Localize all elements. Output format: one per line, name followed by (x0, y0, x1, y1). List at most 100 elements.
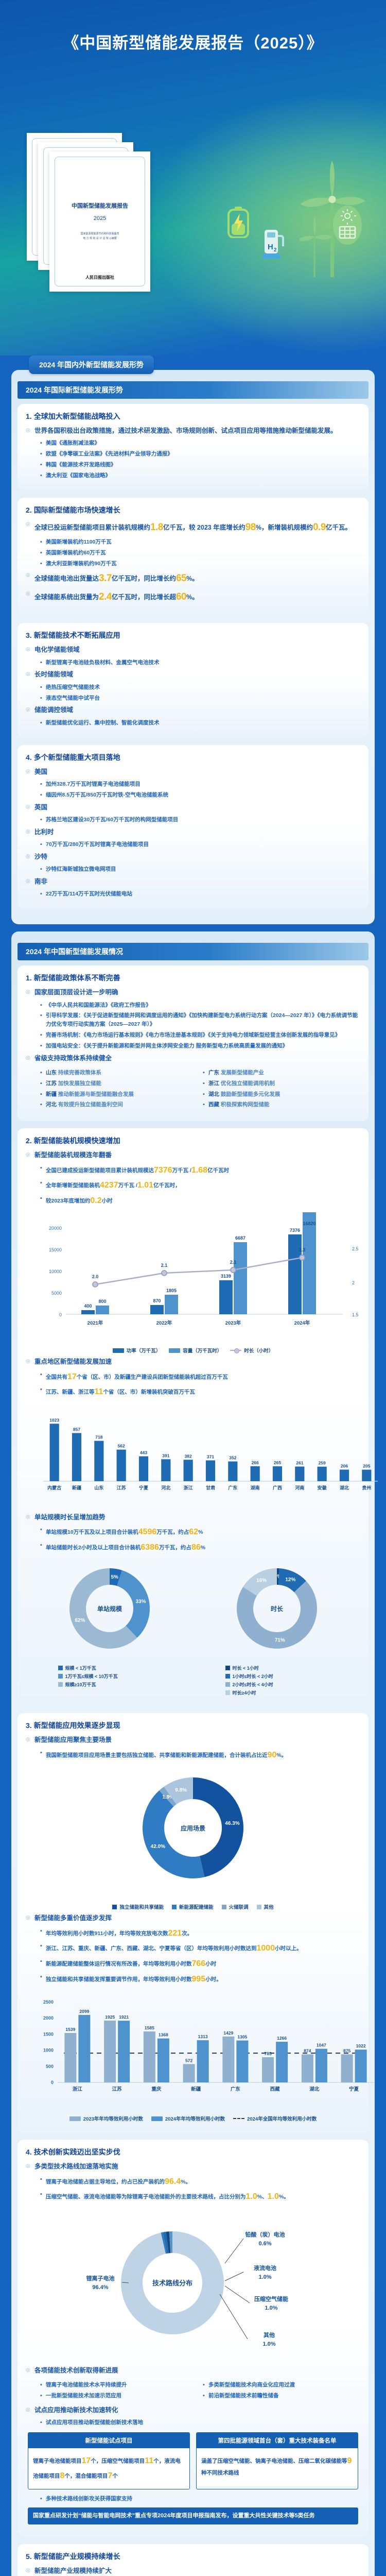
stat-value: 90 (267, 1750, 277, 1759)
legend-item: 2023年年均等效利用小时数 (69, 2115, 143, 2122)
sub-bullet-list: ▪ 全国共有17个省（区、市）及新疆生产建设兵团新型储能装机超过百万千瓦 ▪ 江苏、… (40, 1370, 360, 1399)
svg-text:1.0%: 1.0% (265, 2305, 277, 2311)
svg-text:1585: 1585 (145, 2025, 154, 2030)
svg-text:贵州: 贵州 (362, 1485, 371, 1490)
card-heading: 新型储能应用效果逐步显现 (33, 1721, 120, 1730)
table-major-equipment: 第四批能源领域首台（套）重大技术装备名单 涵盖了压缩空气储能、钠离子电池储能、压… (196, 2432, 358, 2490)
square-bullet-icon: ▪ (203, 1069, 205, 1076)
square-bullet-icon: ▪ (40, 560, 42, 567)
square-bullet-icon: ▪ (40, 2176, 42, 2182)
svg-text:1539: 1539 (65, 2027, 75, 2032)
list-item: ▪ 一批新型储能技术加速示范应用 (40, 2392, 121, 2399)
svg-text:技术路线分布: 技术路线分布 (152, 2279, 192, 2287)
square-bullet-icon: ▪ (40, 549, 42, 556)
donut-legend-scale: 规模 < 1万千瓦 1万千瓦≤规模 < 10万千瓦 规模≥10万千瓦 (58, 1665, 161, 1688)
square-bullet-icon: ▪ (203, 2382, 205, 2388)
square-bullet-icon: ▪ (40, 1032, 42, 1038)
square-bullet-icon: ▪ (40, 2191, 42, 2198)
list-item: ▪ 全国已建成投运新型储能项目累计装机规模达7376万千瓦 /1.68亿千瓦时 (40, 1164, 230, 1175)
square-bullet-icon: ▪ (40, 684, 42, 690)
chart-technology-route: 技术路线分布 锂离子电池 96.4% 铅酸（炭）电池 0.6% 液流电池 1.0% 压缩空气储… (26, 2206, 360, 2363)
svg-text:6687: 6687 (235, 1235, 245, 1241)
bullet-row: ◎ 新型储能装机规模连年翻番 (26, 1151, 112, 1159)
stat-value: 2.4 (99, 591, 112, 602)
svg-text:562: 562 (118, 1444, 125, 1449)
table-header: 第四批能源领域首台（套）重大技术装备名单 (197, 2432, 358, 2448)
list-item: ▪ 单站规模10万千瓦及以上项目合计装机4596万千瓦，约占62% (40, 1527, 203, 1537)
svg-text:江苏: 江苏 (117, 1485, 126, 1490)
stat-value: 1000 (256, 1944, 275, 1953)
legend-item: 其他 (256, 1903, 274, 1910)
province-policy-grid: ▪ 山东 持续完善政策体系 ▪ 江苏 加快发展独立储能 ▪ 新疆 推动新能源与新型储能… (40, 1066, 360, 1111)
card-industry-scale: 5.新型储能产业规模持续增长 ◎新型储能产业规模持续扩大 ▪ 全国新增新型储能装… (17, 2544, 369, 2576)
list-item: ▪ 前沿新型储能技术前瞻性储备 (203, 2392, 279, 2399)
bullet-text: 全球储能电池出货量达3.7亿千瓦时，同比增长约65%。 (34, 573, 199, 584)
donut-charts: 5% 33% 62% 单站规模 规模 < 1万千瓦 1万千瓦≤规模 < 10万千瓦 规… (26, 1557, 360, 1698)
svg-text:江苏: 江苏 (112, 2086, 122, 2092)
legend-item: 功率（万千瓦） (112, 1347, 161, 1354)
legend-item: 新能源配建储能 (171, 1903, 214, 1910)
svg-text:广东: 广东 (231, 2086, 241, 2092)
list-item: ▪ 湖北 鼓励新型储能多元化发展 (203, 1091, 280, 1097)
section1-banner: 2024 年国际新型储能发展形势 (17, 381, 369, 399)
svg-text:352: 352 (229, 1455, 236, 1460)
province-name: 西藏 (208, 1101, 219, 1108)
svg-text:安徽: 安徽 (318, 1485, 327, 1490)
square-bullet-icon: ▪ (40, 659, 42, 666)
stat-value: 17 (81, 2456, 91, 2465)
square-bullet-icon: ▪ (40, 1002, 42, 1008)
diamond-bullet-icon: ◎ (26, 428, 30, 433)
table-body: 锂离子电池储能项目17个，压缩空气储能项目11个，液流电池储能项目8个，混合储能… (28, 2448, 189, 2489)
square-bullet-icon: ▪ (40, 1958, 42, 1964)
svg-text:广东: 广东 (228, 1485, 237, 1490)
list-item: ▪ 绝热压缩空气储能技术 (40, 684, 100, 690)
svg-text:800: 800 (98, 1299, 106, 1304)
diamond-bullet-icon: ◎ (26, 828, 30, 835)
legend-item: 2024年全国年均等效利用小时数 (233, 2115, 317, 2122)
bullet-row: ◎ 省级支持政策体系持续健全 (26, 1054, 112, 1062)
legend-item: 2024年年均等效利用小时数 (151, 2115, 225, 2122)
sub-bullet-list: ▪ 沙特红海新城独立微电网项目 (40, 865, 360, 874)
square-bullet-icon: ▪ (203, 1091, 205, 1097)
sub-bullet-list: ▪ 美国新增装机约1100万千瓦 ▪ 英国新增装机约60万千瓦 ▪ 澳大利亚新增装机约… (40, 538, 360, 568)
bullet-row: ◎ 新型储能多重价值逐步发挥 (26, 1914, 112, 1922)
svg-text:浙江: 浙江 (73, 2086, 83, 2092)
list-item: ▪ 山东 持续完善政策体系 (40, 1069, 101, 1076)
square-bullet-icon: ▪ (40, 1101, 42, 1108)
list-item: ▪ 全年新增新型储能装机4237万千瓦 /1.01亿千瓦时， (40, 1180, 181, 1190)
svg-text:400: 400 (84, 1303, 92, 1309)
bullet-row: ◎ 全球已投运新型储能项目累计装机规模约1.8亿千瓦，较 2023 年底增长约9… (26, 520, 360, 535)
bullet-row: ◎ 重点地区新型储能发展加速 (26, 1358, 112, 1366)
svg-text:46.3%: 46.3% (225, 1821, 239, 1826)
bullet-row: ◎ 全球储能系统出货量为2.4亿千瓦时，同比增长超60%。 (26, 589, 360, 604)
svg-text:1429: 1429 (223, 2030, 233, 2036)
square-bullet-icon: ▪ (40, 1042, 42, 1049)
svg-text:内蒙古: 内蒙古 (47, 1485, 61, 1490)
svg-text:2.0: 2.0 (92, 1274, 99, 1279)
province-name: 江苏 (46, 1080, 57, 1087)
svg-text:宁夏: 宁夏 (349, 2086, 359, 2092)
list-item: ▪ 加州328.7万千瓦时锂离子电池储能项目 (40, 781, 141, 787)
card-application-effect: 3. 新型储能应用效果逐步显现 ◎ 新型储能应用聚焦主要场景 ▪ 我国新型储能项目应用… (17, 1713, 374, 2133)
diamond-bullet-icon: ◎ (26, 2367, 30, 2373)
stat-value: 98 (245, 521, 256, 533)
svg-text:1000: 1000 (43, 2048, 54, 2053)
svg-text:500: 500 (46, 2064, 54, 2069)
sub-bullet-list: ▪ 美国《通胀削减法案》 ▪ 欧盟《净零碳工业法案》《先进材料产业领导力通报》 ▪ 韩… (40, 439, 360, 480)
bullet-row: ◎ 南非 (26, 878, 48, 886)
legend-item: 时长≥4小时 (225, 1689, 328, 1696)
diamond-bullet-icon: ◎ (26, 768, 30, 774)
sub-bullet-list: ▪ 单站规模10万千瓦及以上项目合计装机4596万千瓦，约占62% ▪ 单站储能时长… (40, 1526, 360, 1554)
svg-text:甘肃: 甘肃 (206, 1485, 215, 1490)
list-item: ▪ 多种技术路线创新攻关获得国家支持 (40, 2496, 132, 2502)
diamond-bullet-icon: ◎ (26, 1915, 30, 1921)
sub-bullet-list: ▪ 苏格兰地区建设30万千瓦/60万千瓦时的构网型储能项目 (40, 816, 360, 824)
svg-text:371: 371 (207, 1454, 214, 1459)
square-bullet-icon: ▪ (40, 1371, 42, 1378)
legend-swatch (112, 1348, 124, 1353)
svg-text:382: 382 (185, 1453, 192, 1459)
list-item: ▪ 美国《通胀削减法案》 (40, 440, 100, 447)
svg-text:液流电池: 液流电池 (254, 2264, 276, 2272)
card-number: 4. (26, 753, 32, 761)
bullet-row: ◎ 储能调控领域 (26, 706, 74, 714)
